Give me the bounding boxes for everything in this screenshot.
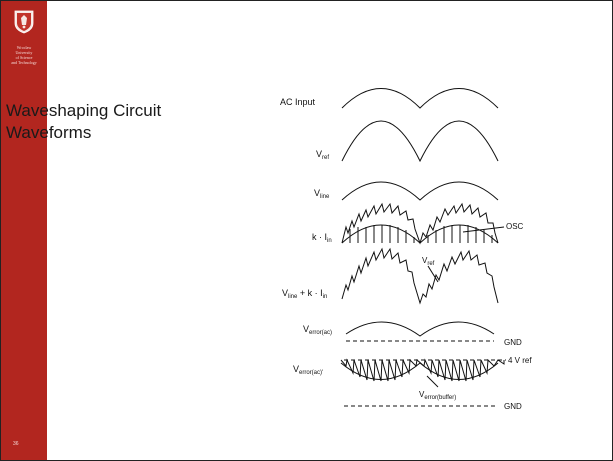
slide-number: 36 <box>13 441 19 447</box>
verror-ac-prime-label: Verror(ac)' <box>293 364 323 376</box>
sum-waveform <box>341 247 499 305</box>
verror-ac-prime-sawtooth <box>340 358 505 382</box>
vline-label: Vline <box>314 188 330 200</box>
vref-pointer <box>427 265 439 283</box>
k-iin-label-sub: in <box>327 238 332 244</box>
vline-label-base: V <box>314 188 320 198</box>
university-line-2: University <box>15 50 33 55</box>
verror-ac-prime-label-base: V <box>293 364 299 374</box>
slide-title: Waveshaping Circuit Waveforms <box>6 100 161 144</box>
vref-annotation-base: V <box>422 256 428 265</box>
verror-ac-label: Verror(ac) <box>303 324 332 336</box>
vref-label-base: V <box>316 149 322 159</box>
university-name: Wroclaw University of Science and Techno… <box>3 45 45 65</box>
gnd-label-1: GND <box>504 338 522 347</box>
osc-pointer <box>462 226 505 233</box>
university-line-4: and Technology <box>11 60 37 65</box>
slide-title-line-1: Waveshaping Circuit <box>6 101 162 120</box>
k-iin-sampling-lines <box>349 225 493 243</box>
sum-label: Vline + k · Iin <box>282 288 327 300</box>
gnd-label-2: GND <box>504 402 522 411</box>
university-line-1: Wroclaw <box>16 45 32 50</box>
vref-label-sub: ref <box>322 155 329 161</box>
vline-label-sub: line <box>320 194 330 200</box>
university-crest-icon <box>14 10 34 34</box>
vline-waveform <box>341 181 499 201</box>
ref-4v-label: 4 V ref <box>508 356 532 365</box>
sum-label-s2: in <box>323 294 328 300</box>
k-iin-envelope <box>341 224 499 244</box>
sidebar: Wroclaw University of Science and Techno… <box>1 1 47 460</box>
vref-waveform <box>341 120 499 163</box>
ac-input-waveform <box>341 88 499 109</box>
ac-input-label: AC Input <box>280 97 316 107</box>
slide-title-line-2: Waveforms <box>6 123 92 142</box>
sum-label-mid: + k · I <box>297 288 322 298</box>
vref-annotation: Vref <box>422 256 435 267</box>
verror-buffer-label-sub: error(buffer) <box>424 395 456 401</box>
sum-label-s1: line <box>288 294 298 300</box>
verror-buffer-label-base: V <box>419 390 425 399</box>
verror-ac-waveform <box>345 321 495 337</box>
verror-ac-prime-label-sub: error(ac)' <box>299 370 323 376</box>
university-line-3: of Science <box>15 55 33 60</box>
osc-label: OSC <box>506 222 524 231</box>
verror-ac-label-sub: error(ac) <box>309 330 332 336</box>
verror-ac-label-base: V <box>303 324 309 334</box>
vref-label: Vref <box>316 149 329 161</box>
k-iin-sawtooth <box>341 202 499 245</box>
verror-buffer-pointer <box>426 375 439 388</box>
k-iin-label-pre: k · I <box>312 232 327 242</box>
k-iin-label: k · Iin <box>312 232 332 244</box>
vref-annotation-sub: ref <box>427 261 434 267</box>
sum-label-b1: V <box>282 288 288 298</box>
verror-buffer-label: Verror(buffer) <box>419 390 456 401</box>
